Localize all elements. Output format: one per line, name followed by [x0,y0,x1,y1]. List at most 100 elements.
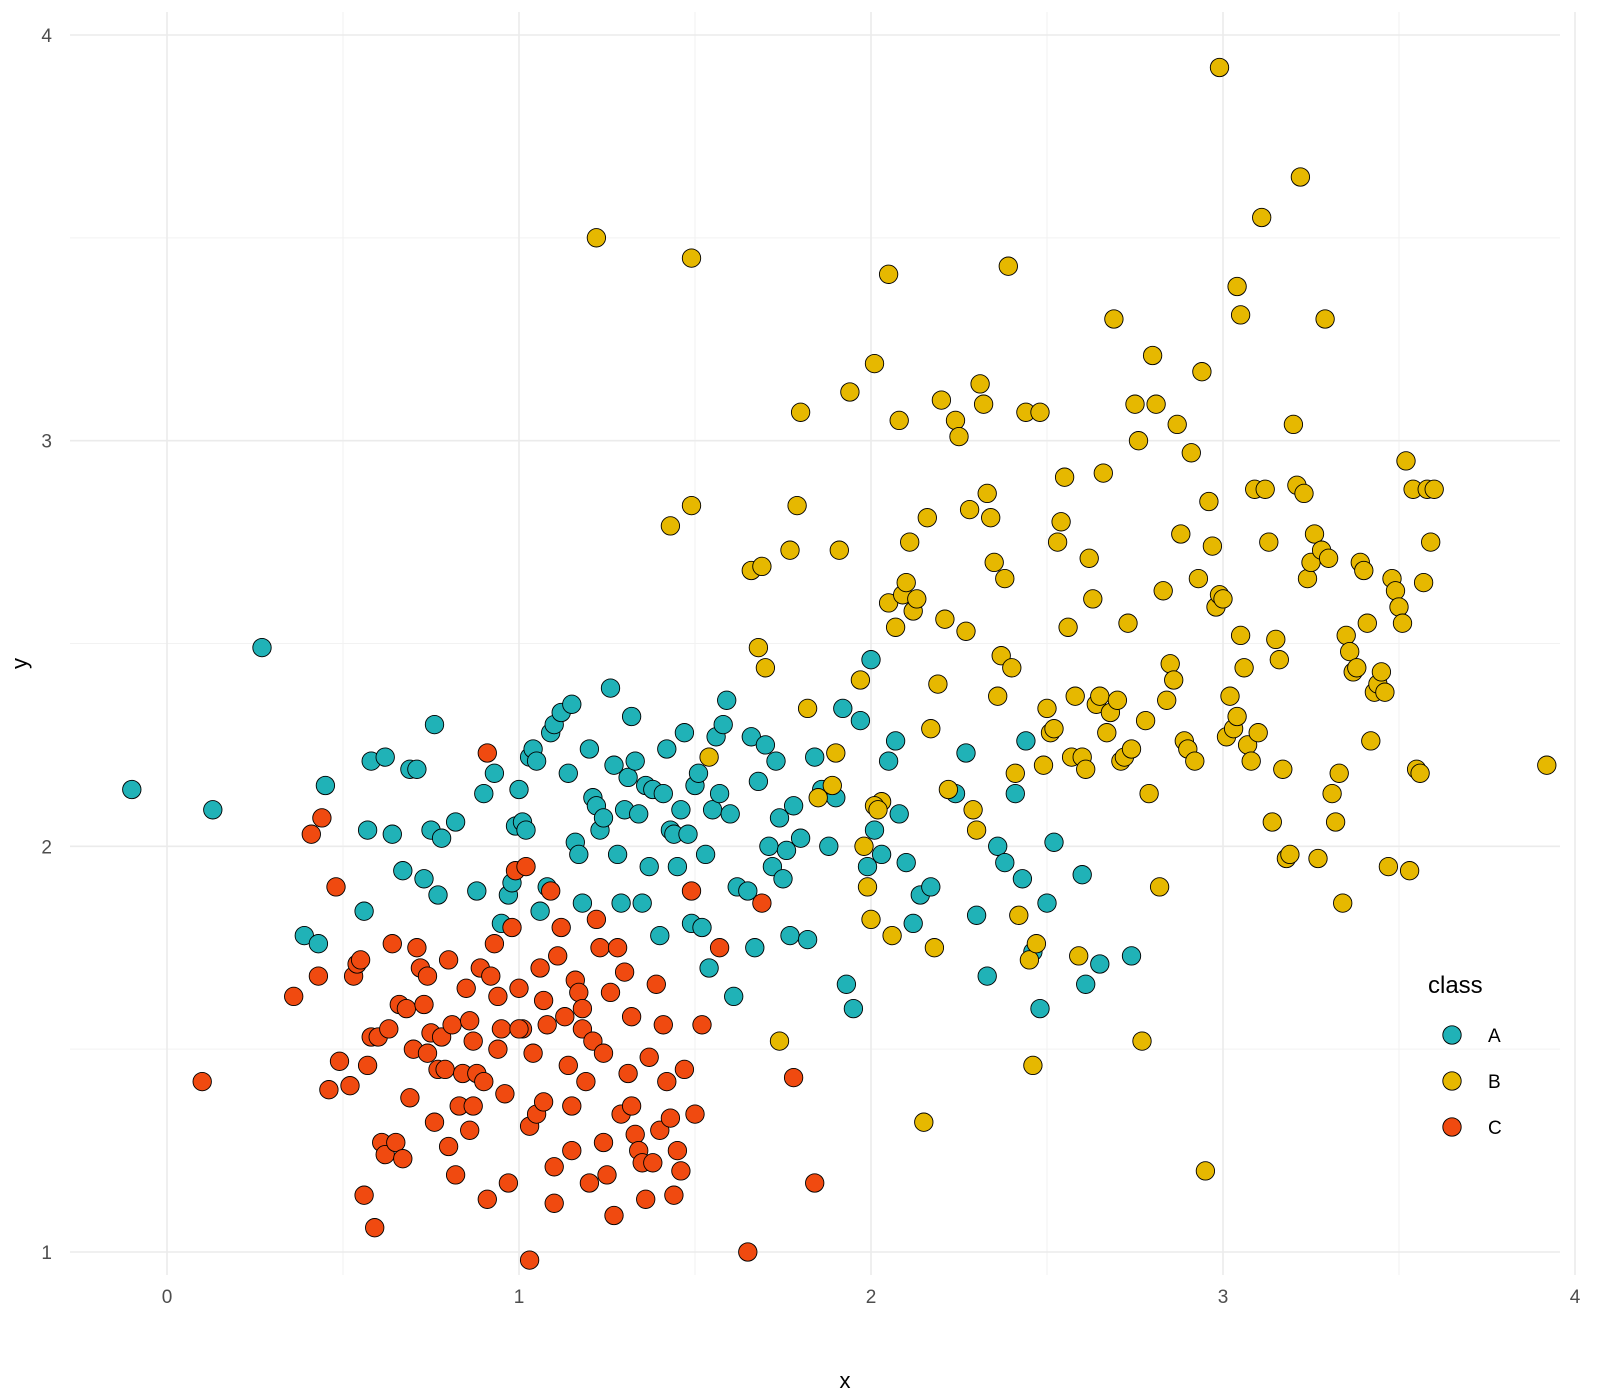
point-B [1202,536,1223,556]
point-C [551,917,571,938]
point-B [1333,893,1353,913]
point-B [660,516,681,536]
point-C [674,1059,695,1080]
point-C [438,950,459,970]
point-A [889,804,909,824]
point-B [850,670,871,690]
point-B [1132,1031,1152,1051]
point-C [477,743,497,763]
point-A [717,690,737,710]
point-C [709,938,730,958]
point-B [780,540,800,560]
point-B [1262,812,1282,832]
point-A [445,812,466,832]
point-A [790,828,811,848]
point-B [1023,1055,1043,1076]
point-A [805,747,825,767]
point-C [533,990,554,1011]
point-A [903,913,923,934]
point-C [284,986,304,1007]
point-B [1220,686,1240,706]
x-axis-title: x [840,1368,851,1393]
x-axis-tick-labels: 0 1 2 3 4 [162,1287,1581,1308]
point-A [1016,731,1036,751]
point-C [607,938,628,958]
point-C [414,994,434,1015]
point-B [1336,625,1356,646]
point-C [593,1132,614,1153]
point-B [681,248,702,268]
point-C [685,1104,705,1124]
point-C [509,978,529,998]
point-C [463,1096,483,1116]
point-A [1030,998,1050,1019]
point-B [1125,394,1145,414]
point-A [843,998,864,1019]
point-B [1002,658,1022,678]
point-C [572,998,593,1019]
point-C [653,1015,673,1035]
point-B [1410,763,1430,783]
point-B [787,495,807,516]
legend-title: class [1428,972,1483,999]
point-B [1167,414,1187,435]
point-B [900,532,920,552]
point-C [667,1140,688,1161]
point-B [963,800,983,820]
point-B [896,572,916,593]
point-C [555,1007,575,1027]
point-C [604,1205,624,1226]
y-tick-label: 4 [41,26,52,47]
point-C [435,1059,455,1080]
point-B [826,743,846,763]
point-A [572,893,593,913]
point-A [773,869,793,889]
point-C [643,1153,663,1173]
y-tick-label: 3 [41,432,52,453]
point-C [481,966,501,986]
point-C [783,1067,804,1088]
point-B [981,508,1001,528]
point-B [1421,532,1441,552]
point-C [516,856,536,877]
point-B [1083,589,1103,609]
point-A [467,881,487,901]
point-A [632,893,652,913]
point-B [924,938,945,958]
point-B [769,1031,790,1051]
point-A [678,824,698,844]
point-B [1283,414,1304,435]
point-A [252,637,272,658]
point-C [618,1063,638,1084]
point-B [1375,682,1395,702]
point-C [692,1015,712,1035]
point-B [1019,950,1040,970]
legend-key-A [1442,1025,1462,1045]
point-C [671,1161,691,1181]
point-C [308,966,329,986]
point-C [312,808,332,828]
point-C [593,1043,614,1063]
point-B [1005,763,1025,783]
point-B [885,617,906,637]
point-A [674,723,695,743]
point-C [646,974,666,994]
point-C [477,1189,497,1209]
point-A [709,783,730,804]
point-A [671,800,691,820]
point-B [1157,690,1177,710]
point-B [1318,548,1339,568]
point-C [445,1165,466,1185]
point-B [1315,309,1335,329]
point-C [488,986,508,1007]
point-B [699,747,719,767]
point-A [579,739,600,759]
point-B [914,1112,934,1132]
point-A [308,934,329,954]
point-B [1347,658,1367,678]
minor-gridlines [70,12,1560,1275]
point-C [407,938,427,958]
point-A [639,856,659,877]
point-B [1396,451,1416,471]
point-B [1030,402,1050,422]
